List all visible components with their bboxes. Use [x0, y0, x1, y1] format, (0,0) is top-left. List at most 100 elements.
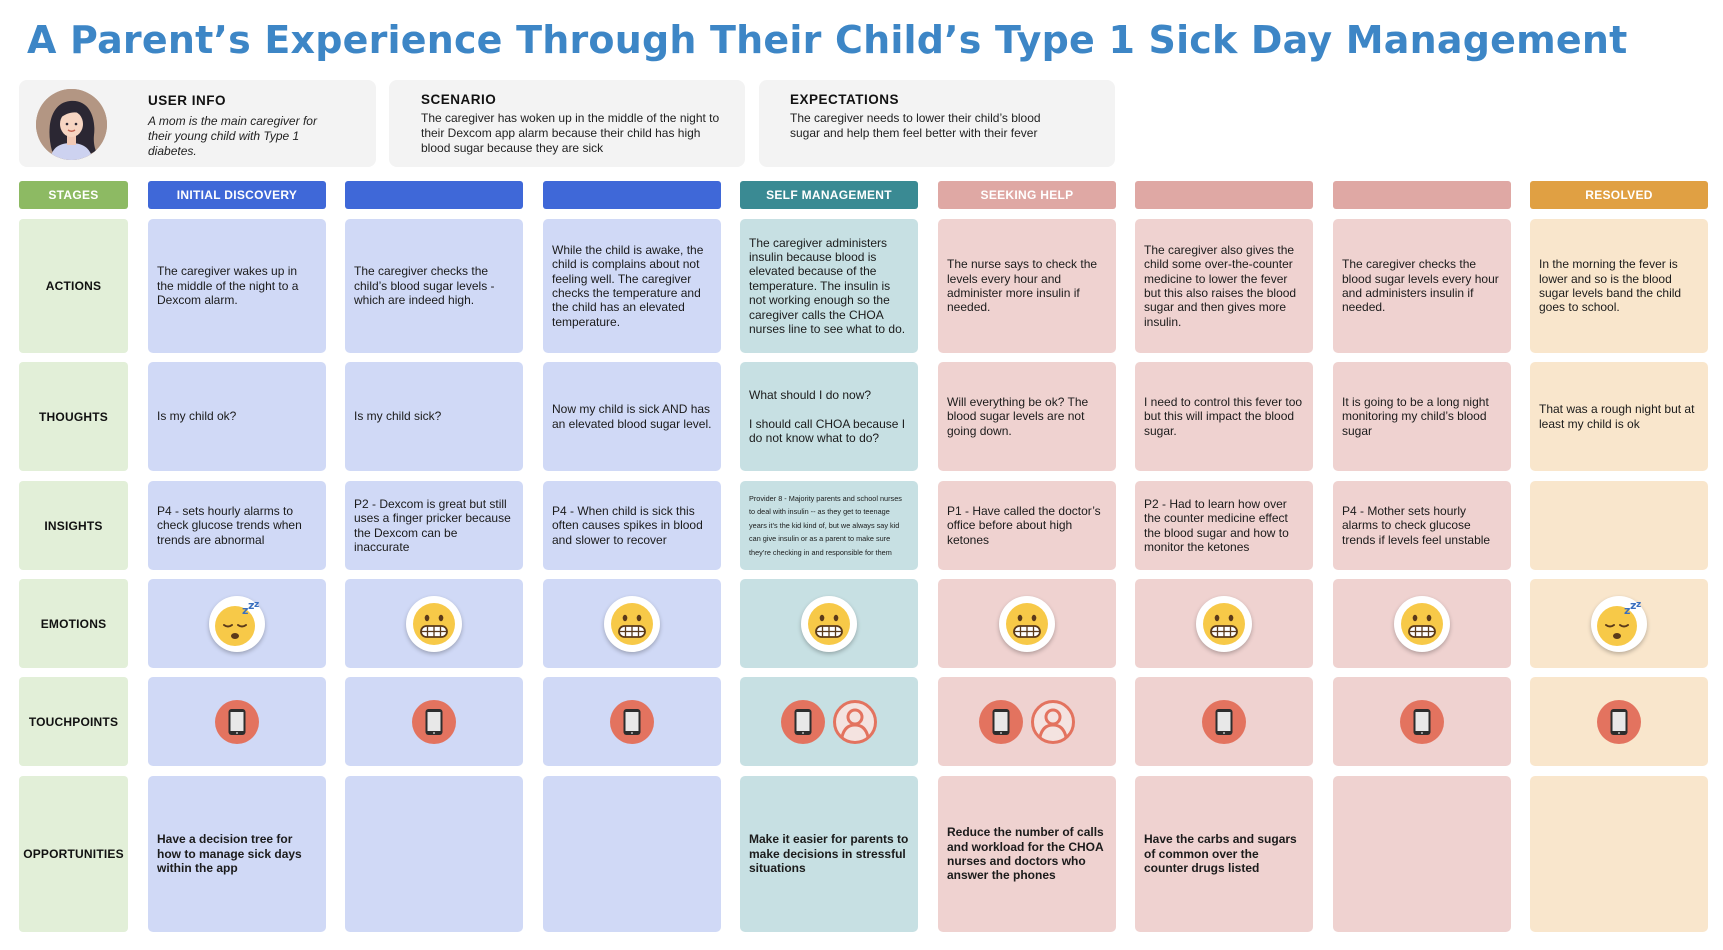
insights-cell-3: P4 - When child is sick this often cause… — [543, 481, 721, 570]
opportunities-cell-1: Have a decision tree for how to manage s… — [148, 776, 326, 932]
insights-text-7: P4 - Mother sets hourly alarms to check … — [1342, 503, 1491, 547]
person-icon — [1031, 699, 1075, 744]
stages-label: STAGES — [19, 181, 128, 209]
actions-text-2: The caregiver checks the child’s blood s… — [354, 264, 495, 308]
phone-icon — [412, 699, 456, 744]
emotions-cell-2 — [345, 579, 523, 668]
svg-text:z: z — [254, 600, 259, 610]
emotions-cell-7 — [1333, 579, 1511, 668]
page-title: A Parent’s Experience Through Their Chil… — [27, 18, 1628, 62]
touchpoints-cell-6 — [1135, 677, 1313, 766]
actions-cell-2: The caregiver checks the child’s blood s… — [345, 219, 523, 353]
phone-icon — [1400, 699, 1444, 744]
row-label-emotions: EMOTIONS — [19, 579, 128, 668]
scenario-text: The caregiver has woken up in the middle… — [421, 111, 720, 155]
grimacing-face-icon — [999, 595, 1055, 652]
thoughts-cell-4: What should I do now? I should call CHOA… — [740, 362, 918, 471]
actions-cell-1: The caregiver wakes up in the middle of … — [148, 219, 326, 353]
thoughts-cell-6: I need to control this fever too but thi… — [1135, 362, 1313, 471]
touchpoints-cell-7 — [1333, 677, 1511, 766]
scenario-card: SCENARIO The caregiver has woken up in t… — [389, 80, 745, 167]
actions-text-7: The caregiver checks the blood sugar lev… — [1342, 257, 1499, 315]
opportunities-text-5: Reduce the number of calls and workload … — [947, 825, 1104, 883]
actions-text-3: While the child is awake, the child is c… — [552, 242, 704, 329]
insights-cell-8 — [1530, 481, 1708, 570]
emotions-cell-4 — [740, 579, 918, 668]
actions-text-6: The caregiver also gives the child some … — [1144, 242, 1297, 329]
insights-text-2: P2 - Dexcom is great but still uses a fi… — [354, 496, 511, 554]
thoughts-text-2: Is my child sick? — [354, 409, 442, 424]
row-label-thoughts: THOUGHTS — [19, 362, 128, 471]
stage-header-7 — [1333, 181, 1511, 209]
phone-icon — [215, 699, 259, 744]
stage-header-3 — [543, 181, 721, 209]
thoughts-text-7: It is going to be a long night monitorin… — [1342, 394, 1489, 438]
grimacing-face-icon — [1394, 595, 1450, 652]
stage-header-8: RESOLVED — [1530, 181, 1708, 209]
insights-cell-6: P2 - Had to learn how over the counter m… — [1135, 481, 1313, 570]
touchpoints-cell-1 — [148, 677, 326, 766]
thoughts-text-5: Will everything be ok? The blood sugar l… — [947, 394, 1089, 438]
opportunities-cell-8 — [1530, 776, 1708, 932]
svg-text:z: z — [1630, 599, 1636, 612]
phone-icon — [610, 699, 654, 744]
opportunities-cell-7 — [1333, 776, 1511, 932]
svg-text:z: z — [1624, 604, 1630, 617]
stage-header-4: SELF MANAGEMENT — [740, 181, 918, 209]
emotions-cell-3 — [543, 579, 721, 668]
thoughts-cell-7: It is going to be a long night monitorin… — [1333, 362, 1511, 471]
actions-text-4: The caregiver administers insulin becaus… — [749, 235, 906, 337]
emotions-cell-1: z z z — [148, 579, 326, 668]
thoughts-text-8: That was a rough night but at least my c… — [1539, 402, 1695, 431]
actions-cell-7: The caregiver checks the blood sugar lev… — [1333, 219, 1511, 353]
user-info-text: A mom is the main caregiver for their yo… — [148, 114, 317, 158]
row-label-touchpoints: TOUCHPOINTS — [19, 677, 128, 766]
actions-cell-4: The caregiver administers insulin becaus… — [740, 219, 918, 353]
emotions-cell-6 — [1135, 579, 1313, 668]
grimacing-face-icon — [1196, 595, 1252, 652]
thoughts-cell-2: Is my child sick? — [345, 362, 523, 471]
thoughts-text-3: Now my child is sick AND has an elevated… — [552, 402, 712, 431]
actions-text-8: In the morning the fever is lower and so… — [1539, 257, 1682, 315]
emotions-cell-5 — [938, 579, 1116, 668]
expectations-card: EXPECTATIONS The caregiver needs to lowe… — [759, 80, 1115, 167]
svg-text:z: z — [242, 604, 248, 617]
actions-text-5: The nurse says to check the levels every… — [947, 257, 1098, 315]
svg-text:z: z — [1636, 600, 1641, 610]
actions-cell-6: The caregiver also gives the child some … — [1135, 219, 1313, 353]
insights-cell-2: P2 - Dexcom is great but still uses a fi… — [345, 481, 523, 570]
insights-cell-7: P4 - Mother sets hourly alarms to check … — [1333, 481, 1511, 570]
grimacing-face-icon — [406, 595, 462, 652]
opportunities-text-6: Have the carbs and sugars of common over… — [1144, 832, 1297, 876]
touchpoints-cell-8 — [1530, 677, 1708, 766]
phone-icon — [1202, 699, 1246, 744]
insights-text-1: P4 - sets hourly alarms to check glucose… — [157, 503, 302, 547]
user-info-heading: USER INFO — [148, 93, 227, 108]
emotions-cell-8: z z z — [1530, 579, 1708, 668]
actions-cell-8: In the morning the fever is lower and so… — [1530, 219, 1708, 353]
scenario-heading: SCENARIO — [421, 92, 497, 107]
svg-text:z: z — [248, 599, 254, 612]
grimacing-face-icon — [604, 595, 660, 652]
stage-header-5: SEEKING HELP — [938, 181, 1116, 209]
thoughts-text-1: Is my child ok? — [157, 409, 237, 424]
opportunities-text-4: Make it easier for parents to make decis… — [749, 832, 909, 876]
stage-header-6 — [1135, 181, 1313, 209]
opportunities-text-1: Have a decision tree for how to manage s… — [157, 832, 302, 876]
actions-cell-3: While the child is awake, the child is c… — [543, 219, 721, 353]
opportunities-cell-5: Reduce the number of calls and workload … — [938, 776, 1116, 932]
insights-cell-5: P1 - Have called the doctor’s office bef… — [938, 481, 1116, 570]
sleepy-face-icon: z z z — [209, 595, 265, 652]
expectations-heading: EXPECTATIONS — [790, 92, 900, 107]
row-label-actions: ACTIONS — [19, 219, 128, 353]
phone-icon — [1597, 699, 1641, 744]
sleepy-face-icon: z z z — [1591, 595, 1647, 652]
touchpoints-cell-2 — [345, 677, 523, 766]
stage-header-1: INITIAL DISCOVERY — [148, 181, 326, 209]
user-info-card: USER INFO A mom is the main caregiver fo… — [19, 80, 376, 167]
thoughts-cell-5: Will everything be ok? The blood sugar l… — [938, 362, 1116, 471]
stage-header-2 — [345, 181, 523, 209]
opportunities-cell-6: Have the carbs and sugars of common over… — [1135, 776, 1313, 932]
expectations-text: The caregiver needs to lower their child… — [790, 111, 1041, 140]
actions-cell-5: The nurse says to check the levels every… — [938, 219, 1116, 353]
